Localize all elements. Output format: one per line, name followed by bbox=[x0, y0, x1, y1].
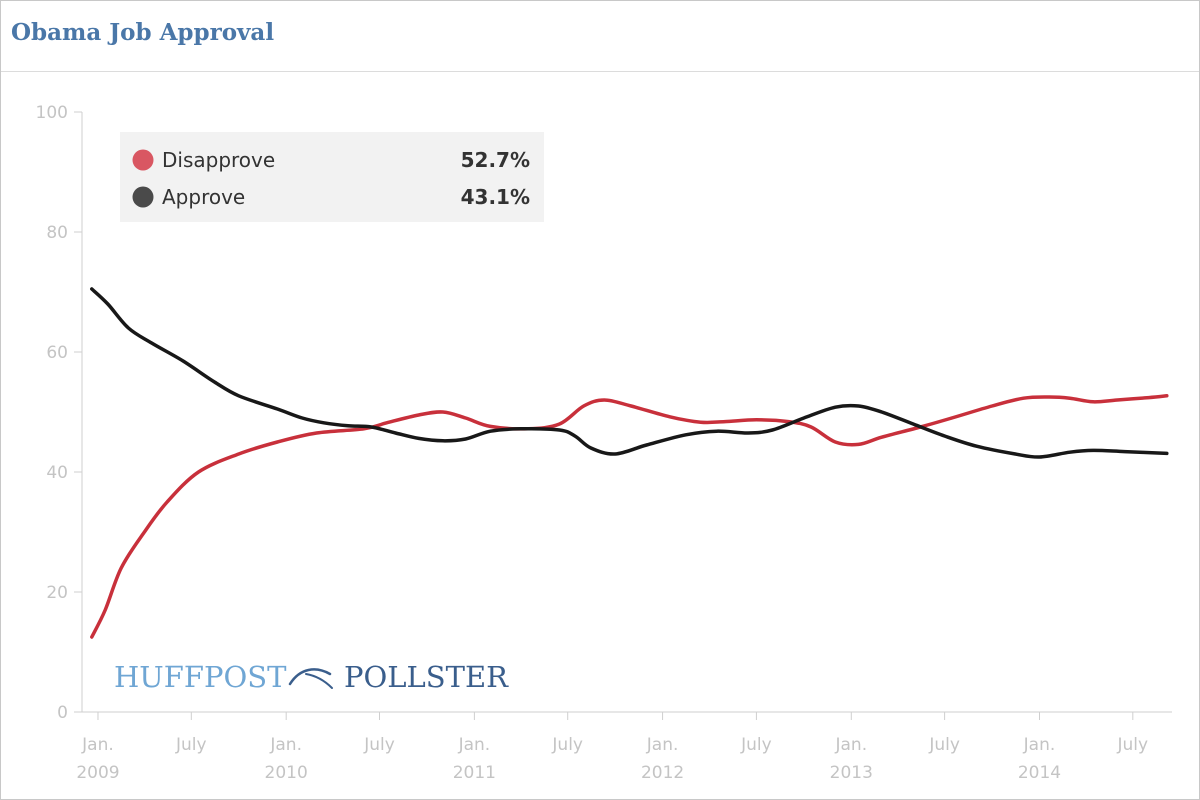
disapprove-series-line bbox=[90, 394, 1169, 639]
approve-series-line bbox=[90, 287, 1169, 459]
x-tick-year-label: 2013 bbox=[830, 763, 873, 783]
legend-swatch-disapprove bbox=[132, 149, 154, 171]
x-tick-label: July bbox=[363, 735, 395, 755]
chart-title: Obama Job Approval bbox=[11, 19, 275, 46]
y-tick-label: 100 bbox=[36, 103, 68, 123]
x-tick-year-label: 2011 bbox=[453, 763, 496, 783]
x-tick-label: Jan. bbox=[269, 735, 302, 755]
legend-swatch-approve bbox=[132, 186, 154, 208]
brand-pollster-text: POLLSTER bbox=[344, 660, 509, 694]
y-tick-label: 20 bbox=[46, 583, 68, 603]
y-tick-label: 40 bbox=[46, 463, 68, 483]
y-tick-label: 0 bbox=[57, 703, 68, 723]
x-tick-label: Jan. bbox=[834, 735, 867, 755]
brand-huffpost-text: HUFFPOST bbox=[114, 660, 287, 694]
x-tick-year-label: 2012 bbox=[641, 763, 684, 783]
x-tick-label: Jan. bbox=[1023, 735, 1056, 755]
x-tick-label: July bbox=[1117, 735, 1149, 755]
legend-label-approve: Approve bbox=[162, 185, 245, 209]
legend-value-disapprove: 52.7% bbox=[461, 148, 530, 172]
y-axis: 0 20 40 60 80 100 bbox=[36, 103, 83, 723]
x-tick-year-label: 2009 bbox=[76, 763, 119, 783]
x-tick-label: Jan. bbox=[81, 735, 114, 755]
huffpost-pollster-logo: HUFFPOST POLLSTER bbox=[114, 660, 509, 694]
legend-item-approve[interactable]: Approve 43.1% bbox=[132, 185, 531, 209]
legend-label-disapprove: Disapprove bbox=[162, 148, 275, 172]
x-axis: Jan. 2009 July Jan. 2010 July Jan. 2011 July Jan.… bbox=[76, 711, 1172, 783]
x-tick-year-label: 2014 bbox=[1018, 763, 1061, 783]
series-layer bbox=[90, 287, 1169, 639]
chart-header: Obama Job Approval bbox=[1, 1, 1199, 72]
x-tick-label: July bbox=[928, 735, 960, 755]
y-tick-label: 60 bbox=[46, 343, 68, 363]
x-tick-label: July bbox=[175, 735, 207, 755]
x-tick-label: Jan. bbox=[646, 735, 679, 755]
x-tick-year-label: 2010 bbox=[265, 763, 308, 783]
x-tick-label: July bbox=[740, 735, 772, 755]
pollster-swoosh-icon bbox=[288, 668, 333, 689]
x-tick-label: July bbox=[551, 735, 583, 755]
legend-value-approve: 43.1% bbox=[461, 185, 530, 209]
y-tick-label: 80 bbox=[46, 223, 68, 243]
legend-item-disapprove[interactable]: Disapprove 52.7% bbox=[132, 148, 531, 172]
x-tick-label: Jan. bbox=[458, 735, 491, 755]
legend-box bbox=[120, 132, 544, 222]
legend[interactable]: Disapprove 52.7% Approve 43.1% bbox=[120, 132, 544, 222]
